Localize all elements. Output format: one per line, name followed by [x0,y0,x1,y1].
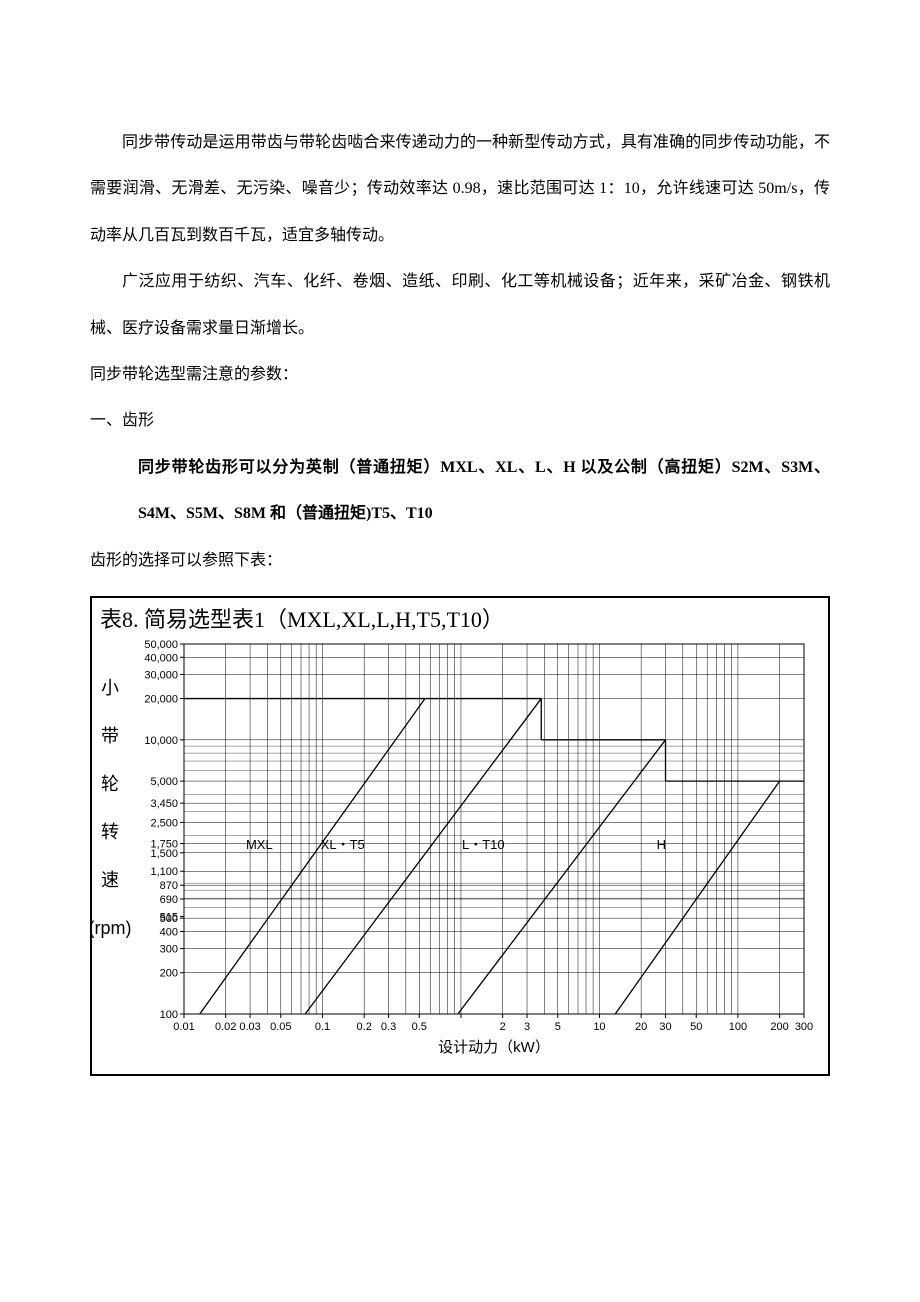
svg-text:MXL: MXL [246,837,273,852]
svg-text:30,000: 30,000 [144,669,178,681]
svg-text:0.05: 0.05 [270,1021,291,1033]
selection-chart-container: 表8. 简易选型表1（MXL,XL,L,H,T5,T10） 0.010.020.… [90,596,830,1076]
intro-paragraph-1: 同步带传动是运用带齿与带轮齿啮合来传递动力的一种新型传动方式，具有准确的同步传动… [90,120,830,259]
svg-text:转: 转 [101,822,119,842]
svg-text:1,100: 1,100 [150,866,178,878]
svg-text:40,000: 40,000 [144,652,178,664]
svg-text:1,750: 1,750 [150,838,178,850]
s3-text: 齿形的选择可以参照下表： [90,552,282,569]
chart-title: 表8. 简易选型表1（MXL,XL,L,H,T5,T10） [92,598,828,634]
p2-text: 广泛应用于纺织、汽车、化纤、卷烟、造纸、印刷、化工等机械设备；近年来，采矿冶金、… [90,273,830,336]
svg-text:2,500: 2,500 [150,817,178,829]
svg-text:小: 小 [101,678,119,698]
svg-text:300: 300 [160,943,178,955]
section-table-ref: 齿形的选择可以参照下表： [90,538,830,584]
svg-text:0.3: 0.3 [381,1021,396,1033]
svg-text:3: 3 [524,1021,530,1033]
svg-text:设计动力（kW）: 设计动力（kW） [438,1039,550,1056]
section-tooth-form: 一、齿形 [90,398,830,444]
svg-text:100: 100 [160,1009,178,1021]
svg-text:0.01: 0.01 [173,1021,194,1033]
svg-text:870: 870 [160,880,178,892]
section-params-label: 同步带轮选型需注意的参数： [90,352,830,398]
svg-text:20: 20 [635,1021,647,1033]
svg-text:30: 30 [659,1021,671,1033]
svg-text:690: 690 [160,894,178,906]
svg-text:XL・T5: XL・T5 [321,837,365,852]
s1-text: 同步带轮选型需注意的参数： [90,366,298,383]
svg-text:515: 515 [160,911,178,923]
svg-text:20,000: 20,000 [144,693,178,705]
svg-text:200: 200 [160,968,178,980]
s2-text: 一、齿形 [90,412,154,429]
svg-text:50: 50 [690,1021,702,1033]
svg-text:轮: 轮 [101,774,119,794]
svg-text:10,000: 10,000 [144,735,178,747]
svg-text:速: 速 [101,870,119,890]
p3-text: 同步带轮齿形可以分为英制（普通扭矩）MXL、XL、L、H 以及公制（高扭矩）S2… [138,459,830,522]
p1-text: 同步带传动是运用带齿与带轮齿啮合来传递动力的一种新型传动方式，具有准确的同步传动… [90,134,830,244]
svg-text:H: H [657,837,666,852]
svg-text:带: 带 [101,726,119,746]
svg-text:5: 5 [555,1021,561,1033]
svg-text:400: 400 [160,926,178,938]
svg-text:0.2: 0.2 [357,1021,372,1033]
selection-chart: 0.01 0.020.03 0.05 0.1 0.2 0.3 0.5 2 3 5 10 20 30 50 1… [92,634,828,1074]
tooth-form-paragraph: 同步带轮齿形可以分为英制（普通扭矩）MXL、XL、L、H 以及公制（高扭矩）S2… [90,445,830,538]
svg-text:0.1: 0.1 [315,1021,330,1033]
svg-text:10: 10 [593,1021,605,1033]
intro-paragraph-2: 广泛应用于纺织、汽车、化纤、卷烟、造纸、印刷、化工等机械设备；近年来，采矿冶金、… [90,259,830,352]
svg-text:100: 100 [729,1021,747,1033]
svg-text:0.5: 0.5 [412,1021,427,1033]
svg-text:0.03: 0.03 [239,1021,260,1033]
svg-text:0.02: 0.02 [215,1021,236,1033]
svg-text:3,450: 3,450 [150,798,178,810]
svg-text:5,000: 5,000 [150,776,178,788]
svg-text:50,000: 50,000 [144,639,178,651]
svg-text:L・T10: L・T10 [462,837,505,852]
svg-text:2: 2 [500,1021,506,1033]
svg-text:(rpm): (rpm) [92,918,132,938]
svg-text:200: 200 [770,1021,788,1033]
svg-text:300: 300 [795,1021,813,1033]
